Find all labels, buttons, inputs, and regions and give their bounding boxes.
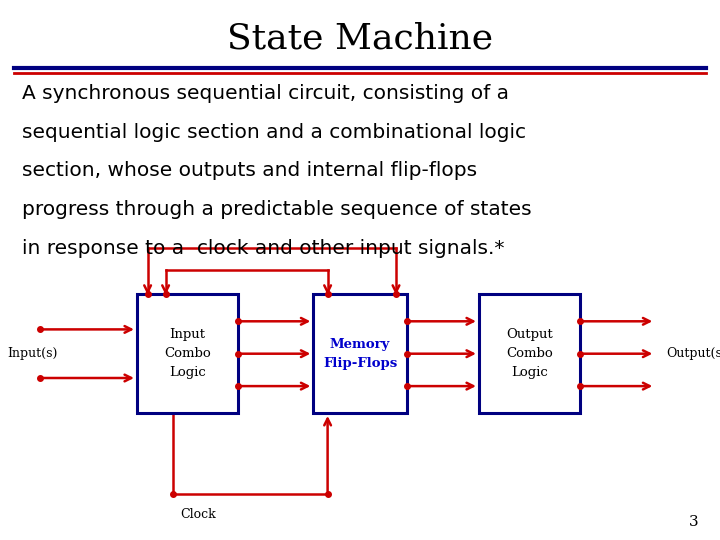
Text: Output(s): Output(s) <box>666 347 720 360</box>
Text: A synchronous sequential circuit, consisting of a: A synchronous sequential circuit, consis… <box>22 84 508 103</box>
Text: sequential logic section and a combinational logic: sequential logic section and a combinati… <box>22 123 526 141</box>
Text: Input(s): Input(s) <box>7 347 58 360</box>
Bar <box>137 294 238 413</box>
Text: Output
Combo
Logic: Output Combo Logic <box>506 328 552 379</box>
Text: 3: 3 <box>689 515 698 529</box>
Text: Memory
Flip-Flops: Memory Flip-Flops <box>323 338 397 370</box>
Text: State Machine: State Machine <box>227 22 493 56</box>
Bar <box>313 294 407 413</box>
Text: Clock: Clock <box>180 508 216 521</box>
Text: Input
Combo
Logic: Input Combo Logic <box>164 328 210 379</box>
Text: progress through a predictable sequence of states: progress through a predictable sequence … <box>22 200 531 219</box>
Bar <box>479 294 580 413</box>
Text: section, whose outputs and internal flip-flops: section, whose outputs and internal flip… <box>22 161 477 180</box>
Text: in response to a  clock and other input signals.*: in response to a clock and other input s… <box>22 239 504 258</box>
